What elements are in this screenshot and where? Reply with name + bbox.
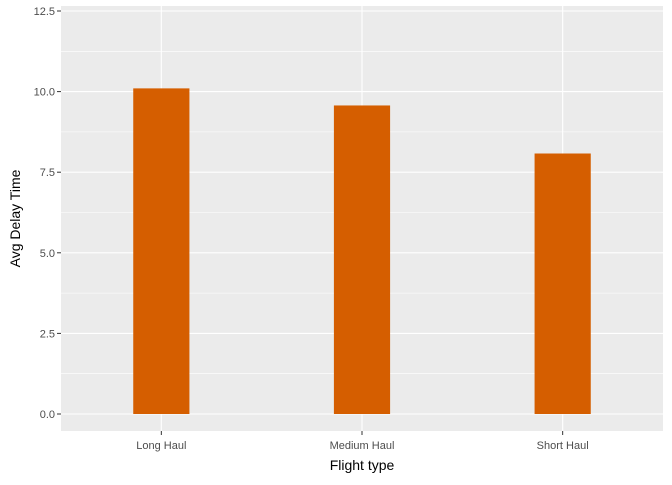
x-tick-label: Medium Haul bbox=[330, 440, 395, 452]
bar-short-haul bbox=[534, 153, 591, 414]
bar-long-haul bbox=[133, 88, 190, 414]
x-axis-title: Flight type bbox=[330, 457, 395, 473]
x-tick-label: Long Haul bbox=[136, 440, 186, 452]
y-tick-label: 5.0 bbox=[40, 248, 55, 260]
y-tick-label: 12.5 bbox=[34, 6, 55, 18]
y-tick-label: 10.0 bbox=[34, 87, 55, 99]
y-axis: 0.0 2.5 5.0 7.5 10.0 12.5 bbox=[34, 6, 61, 421]
x-axis: Long Haul Medium Haul Short Haul bbox=[136, 431, 589, 452]
x-tick-label: Short Haul bbox=[537, 440, 589, 452]
y-tick-label: 7.5 bbox=[40, 167, 55, 179]
bars-group bbox=[133, 88, 591, 415]
y-tick-label: 0.0 bbox=[40, 409, 55, 421]
bar-medium-haul bbox=[333, 105, 391, 415]
y-tick-label: 2.5 bbox=[40, 328, 55, 340]
y-axis-title: Avg Delay Time bbox=[7, 169, 23, 267]
